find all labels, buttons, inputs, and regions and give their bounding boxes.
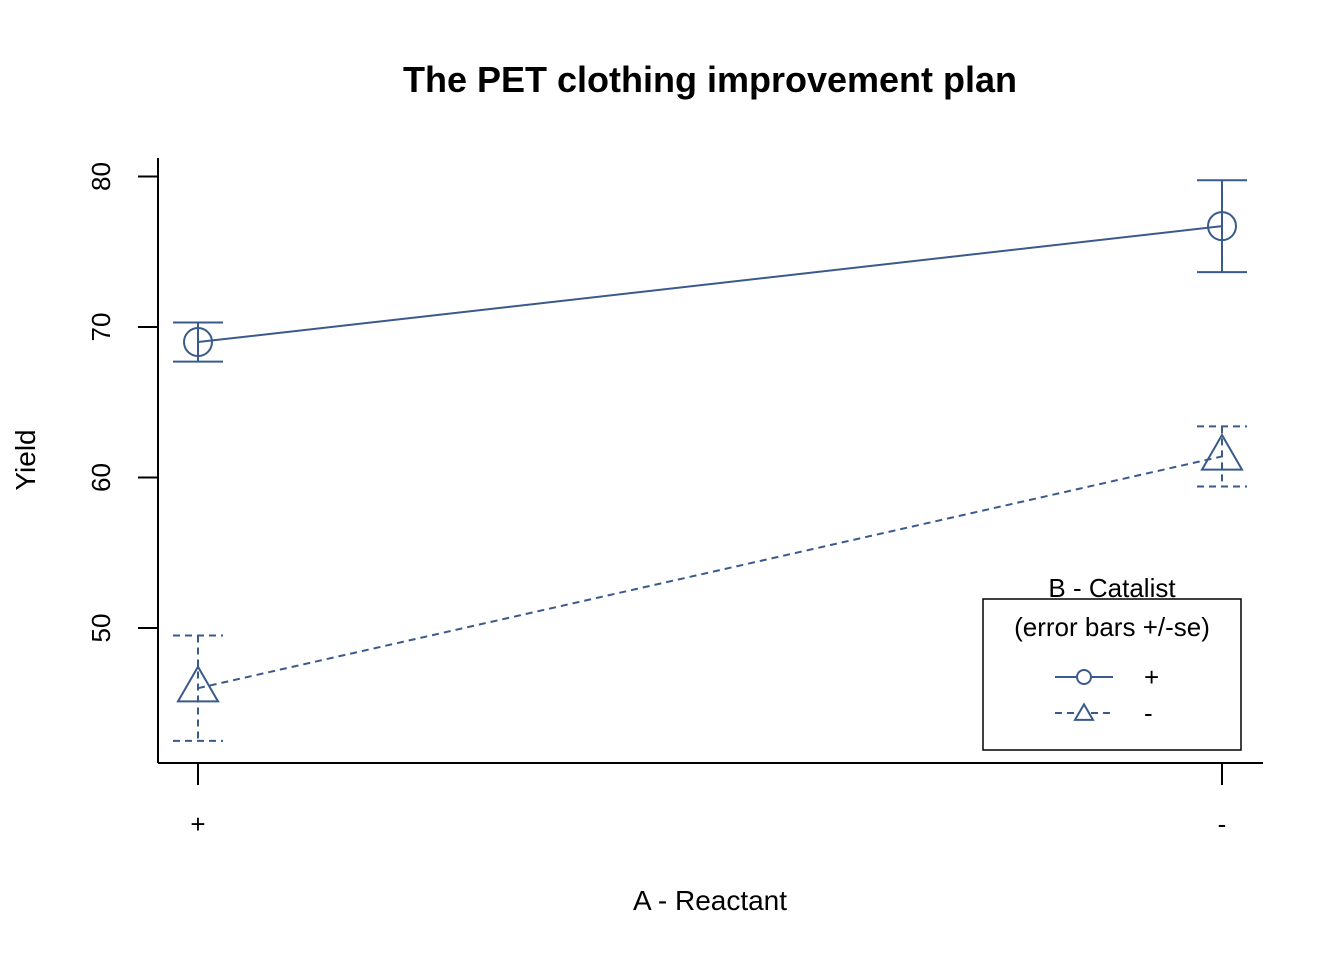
legend-title: B - Catalist xyxy=(1048,573,1176,603)
series-line xyxy=(197,455,1223,690)
y-tick-label: 80 xyxy=(86,162,116,191)
legend-circle-icon xyxy=(1076,669,1092,685)
legend-entry: - xyxy=(1055,698,1153,728)
y-tick-label: 50 xyxy=(86,614,116,643)
data-point-circle xyxy=(1207,211,1237,242)
series-line xyxy=(197,225,1223,344)
error-bar xyxy=(173,634,223,742)
legend: B - Catalist (error bars +/-se) +- xyxy=(982,573,1242,751)
legend-box xyxy=(982,598,1242,751)
legend-label: - xyxy=(1144,698,1153,728)
legend-label: + xyxy=(1144,662,1159,692)
x-axis-label: A - Reactant xyxy=(633,885,787,916)
legend-entry: + xyxy=(1055,662,1159,692)
series-plus xyxy=(173,179,1247,363)
legend-subtitle: (error bars +/-se) xyxy=(1014,612,1210,642)
y-tick-label: 70 xyxy=(86,313,116,342)
error-bar xyxy=(1197,425,1247,488)
x-tick-label: + xyxy=(190,809,205,839)
legend-entries: +- xyxy=(1055,662,1159,728)
legend-triangle-icon xyxy=(1073,702,1095,721)
data-point-circle xyxy=(183,327,213,358)
chart-title: The PET clothing improvement plan xyxy=(403,59,1017,100)
series-minus xyxy=(173,425,1247,742)
data-point-triangle xyxy=(176,664,220,703)
error-bar xyxy=(1197,179,1247,274)
x-tick-label: - xyxy=(1218,809,1227,839)
y-axis-label: Yield xyxy=(10,429,41,490)
series-layer xyxy=(173,179,1247,742)
y-tick-label: 60 xyxy=(86,463,116,492)
data-point-triangle xyxy=(1200,432,1244,471)
